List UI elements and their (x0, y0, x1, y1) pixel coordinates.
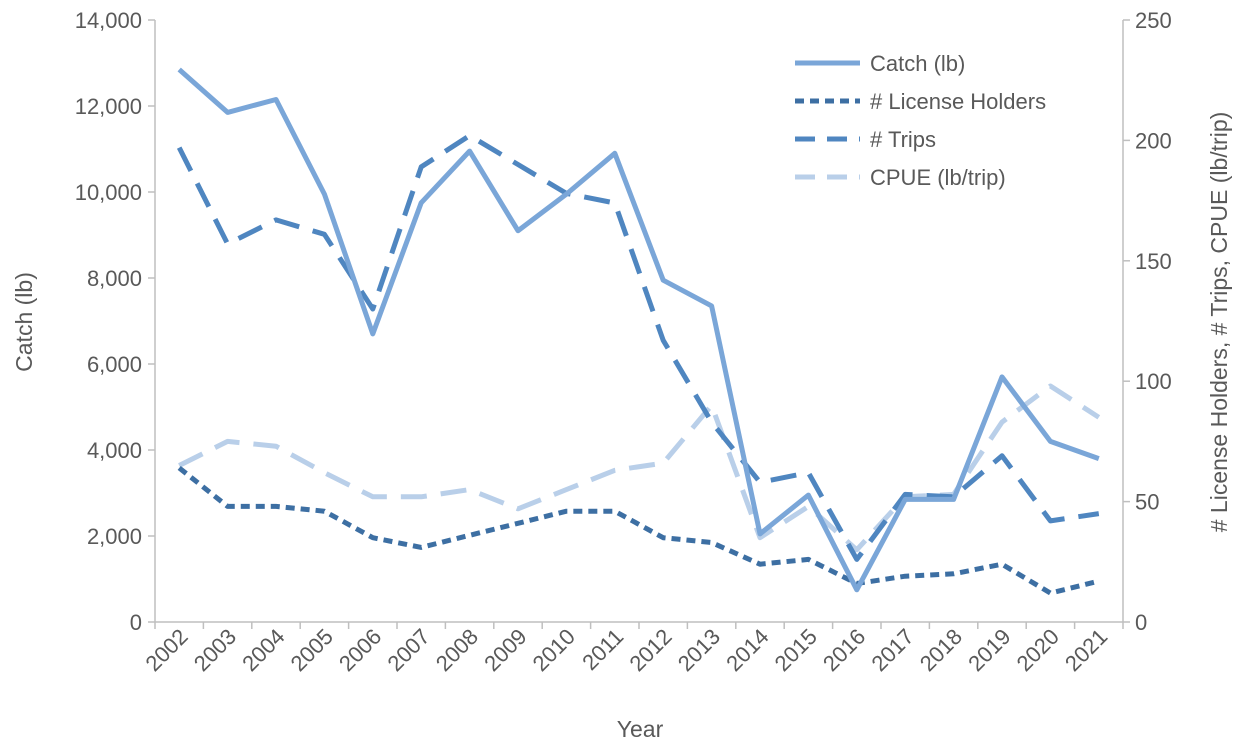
right-tick-label: 0 (1135, 610, 1147, 635)
y-axis-title-right: # License Holders, # Trips, CPUE (lb/tri… (1206, 112, 1232, 533)
x-tick-label: 2007 (382, 624, 434, 676)
x-tick-label: 2016 (818, 624, 870, 676)
x-tick-label: 2004 (237, 624, 289, 676)
legend-label: Catch (lb) (870, 51, 965, 76)
left-tick-label: 0 (130, 610, 142, 635)
legend: Catch (lb) # License Holders # Trips CPUE (… (795, 51, 1046, 190)
series-line-0 (177, 67, 1100, 593)
left-tick-label: 8,000 (87, 266, 142, 291)
x-tick-label: 2021 (1060, 624, 1112, 676)
x-axis-title: Year (617, 716, 664, 742)
left-tick-label: 10,000 (75, 180, 142, 205)
x-tick-label: 2013 (673, 624, 725, 676)
x-tick-label: 2009 (479, 624, 531, 676)
x-tick-label: 2014 (721, 624, 773, 676)
legend-label: # Trips (870, 127, 936, 152)
x-tick-label: 2020 (1012, 624, 1064, 676)
left-tick-label: 6,000 (87, 352, 142, 377)
x-tick-label: 2006 (334, 624, 386, 676)
right-tick-label: 200 (1135, 128, 1172, 153)
left-tick-label: 12,000 (75, 94, 142, 119)
y-axis-title-left: Catch (lb) (11, 272, 37, 372)
series-line-1 (177, 465, 1100, 596)
x-tick-label: 2003 (189, 624, 241, 676)
series-line-3 (178, 383, 1101, 553)
x-tick-label: 2017 (866, 624, 918, 676)
x-tick-label: 2011 (577, 624, 628, 675)
right-axis-ticks: 0 50 100 150 200 250 (1123, 8, 1172, 635)
x-tick-label: 2019 (963, 624, 1015, 676)
series-group (176, 67, 1101, 596)
x-axis-ticks: 2002200320042005200620072008200920102011… (140, 622, 1124, 676)
x-tick-label: 2012 (624, 624, 676, 676)
left-tick-label: 2,000 (87, 524, 142, 549)
right-tick-label: 250 (1135, 8, 1172, 33)
right-tick-label: 150 (1135, 249, 1172, 274)
left-tick-label: 14,000 (75, 8, 142, 33)
left-axis-ticks: 0 2,000 4,000 6,000 8,000 10,000 12,000 14,000 (75, 8, 155, 635)
left-tick-label: 4,000 (87, 438, 142, 463)
right-tick-label: 50 (1135, 490, 1159, 515)
right-tick-label: 100 (1135, 369, 1172, 394)
legend-label: CPUE (lb/trip) (870, 165, 1006, 190)
x-tick-label: 2010 (528, 624, 580, 676)
legend-label: # License Holders (870, 89, 1046, 114)
x-tick-label: 2002 (140, 624, 192, 676)
x-tick-label: 2018 (915, 624, 967, 676)
x-tick-label: 2005 (286, 624, 338, 676)
series-line-2 (176, 133, 1100, 562)
x-tick-label: 2015 (770, 624, 822, 676)
x-tick-label: 2008 (431, 624, 483, 676)
